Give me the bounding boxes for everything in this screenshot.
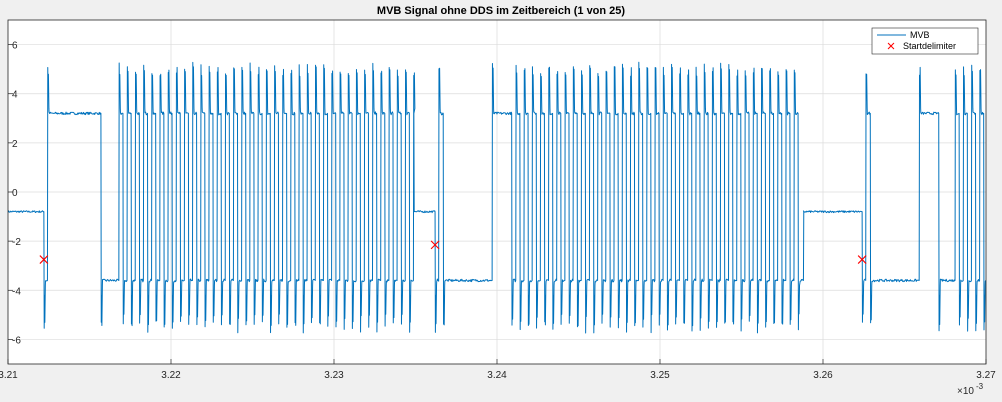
- marker-layer: [39, 240, 867, 264]
- x-tick-label: 3.22: [161, 370, 181, 381]
- x-axis-exponent: ×10 -3: [957, 382, 984, 397]
- y-axis-ticks: -6 -4 -2 0 2 4 6: [8, 41, 21, 346]
- startdelimiter-marker: [39, 255, 49, 264]
- x-exponent-power: -3: [976, 382, 984, 391]
- signal-layer: [8, 61, 986, 334]
- startdelimiter-marker: [857, 255, 867, 264]
- startdelimiter-marker: [430, 240, 440, 250]
- legend[interactable]: MVB Startdelimiter: [871, 27, 979, 55]
- y-tick-label: -6: [12, 335, 21, 346]
- y-tick-label: 4: [12, 90, 18, 101]
- legend-box: [871, 27, 979, 55]
- legend-startdelimiter-label: Startdelimiter: [903, 41, 956, 51]
- series-mvb-line: [8, 61, 986, 334]
- legend-startdelimiter-marker: [887, 42, 895, 50]
- x-tick-label: 3.21: [0, 370, 18, 381]
- x-exponent-base: ×10: [957, 386, 974, 397]
- grid-lines: [8, 20, 986, 364]
- y-tick-label: 0: [12, 188, 18, 199]
- x-axis-ticks: 3.21 3.22 3.23 3.24 3.25 3.26 3.27: [0, 359, 996, 381]
- legend-mvb-label: MVB: [910, 30, 930, 40]
- x-tick-label: 3.24: [487, 370, 507, 381]
- y-tick-label: -4: [12, 286, 21, 297]
- y-tick-label: 6: [12, 41, 18, 52]
- y-tick-label: 2: [12, 139, 18, 150]
- x-tick-label: 3.27: [976, 370, 996, 381]
- x-tick-label: 3.26: [813, 370, 833, 381]
- chart-title: MVB Signal ohne DDS im Zeitbereich (1 vo…: [377, 5, 625, 17]
- x-tick-label: 3.25: [650, 370, 670, 381]
- y-tick-label: -2: [12, 237, 21, 248]
- x-tick-label: 3.23: [324, 370, 344, 381]
